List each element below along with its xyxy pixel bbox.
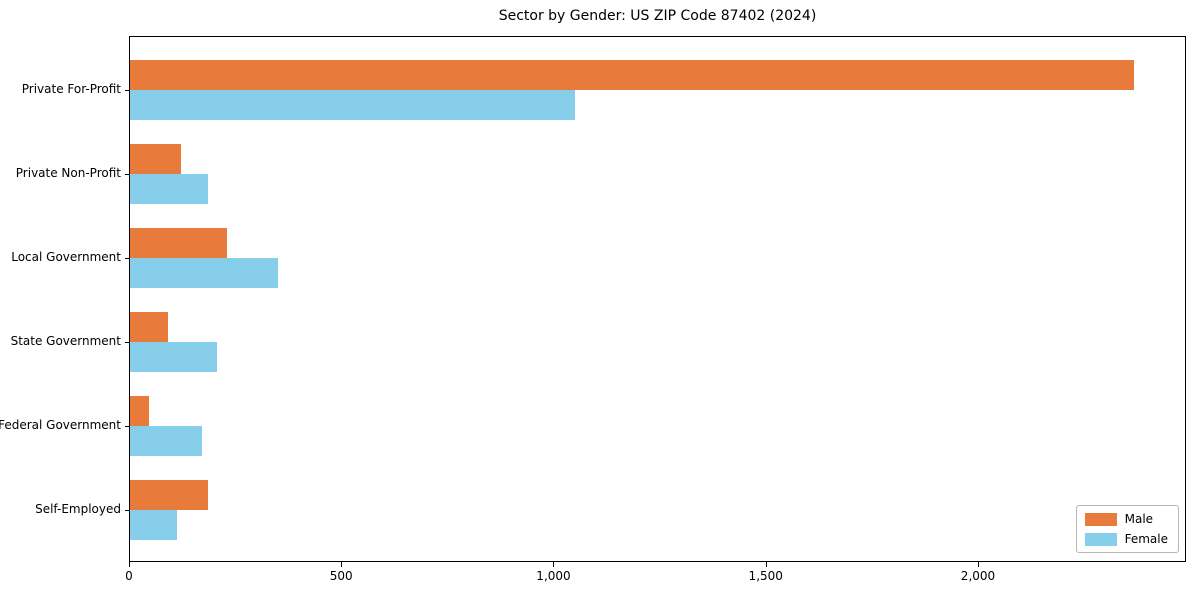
legend: Male Female [1075,505,1179,553]
y-axis-label-4: Federal Government [0,418,121,432]
bar-male-3 [130,312,169,342]
y-axis-label-0: Private For-Profit [21,82,121,96]
y-tick-mark [125,342,130,343]
male-swatch-icon [1084,512,1117,526]
x-tick-mark [341,562,343,567]
female-swatch-icon [1084,532,1117,546]
chart-title: Sector by Gender: US ZIP Code 87402 (202… [498,8,817,24]
y-tick-mark [125,90,130,91]
bar-female-5 [130,510,177,540]
bar-female-0 [130,90,575,120]
y-axis-label-2: Local Government [11,250,121,264]
bar-male-1 [130,144,181,174]
y-axis-label-3: State Government [10,334,121,348]
x-tick-label-0: 0 [125,569,133,583]
bar-male-4 [130,396,150,426]
bar-male-0 [130,60,1135,90]
bar-female-4 [130,426,203,456]
x-tick-mark [129,562,130,567]
y-tick-mark [125,174,130,175]
bar-female-1 [130,174,209,204]
y-axis-label-1: Private Non-Profit [15,166,121,180]
y-tick-mark [125,426,130,427]
legend-item-male: Male [1084,512,1168,526]
legend-item-female: Female [1084,532,1168,546]
plot-area: Male Female [125,36,1186,562]
x-tick-label-3: 1,500 [748,569,783,583]
y-tick-mark [125,510,130,511]
bar-male-5 [130,480,209,510]
x-tick-mark [765,562,767,567]
bar-male-2 [130,228,228,258]
y-tick-mark [125,258,130,259]
bar-female-2 [130,258,279,288]
x-tick-mark [977,562,979,567]
bar-female-3 [130,342,217,372]
x-tick-mark [553,562,555,567]
y-axis-label-5: Self-Employed [35,502,121,516]
legend-label-female: Female [1124,532,1168,546]
x-tick-label-2: 1,000 [536,569,571,583]
legend-label-male: Male [1124,512,1154,526]
x-tick-label-4: 2,000 [960,569,996,583]
x-tick-label-1: 500 [329,569,353,583]
x-axis: 0 500 1,000 1,500 2,000 [125,562,1186,592]
